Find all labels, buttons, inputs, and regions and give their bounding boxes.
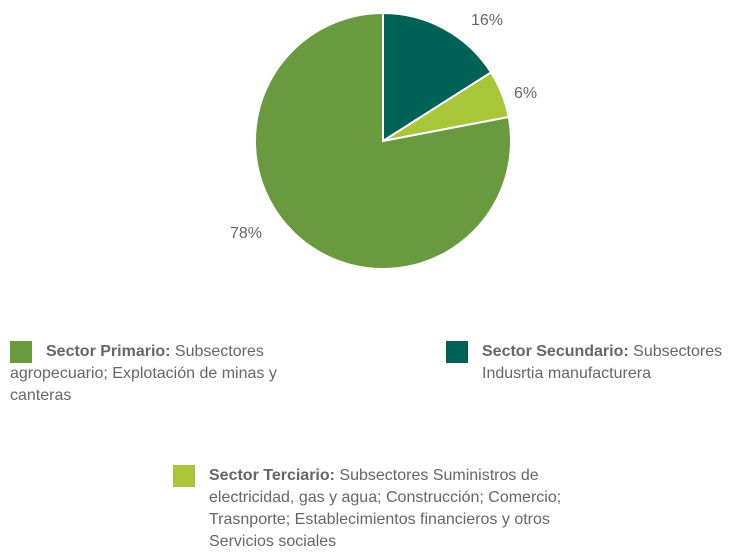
slice-label-sector-primario: 78%	[230, 225, 262, 242]
legend-swatch-sector-terciario	[173, 465, 195, 487]
legend-description-sector-terciario: Subsectores Suministros de electricidad,…	[209, 467, 562, 550]
legend-label-sector-terciario: Sector Terciario:	[209, 467, 335, 484]
legend-description-sector-secundario: Subsectores Indusrtia manufacturera	[482, 343, 723, 382]
slice-label-sector-secundario: 16%	[471, 12, 503, 29]
slice-label-sector-terciario: 6%	[514, 85, 537, 102]
legend-label-sector-primario: Sector Primario:	[46, 343, 171, 360]
pie-slice-sector-secundario	[382, 11, 493, 143]
legend-swatch-sector-primario	[10, 341, 32, 363]
pie-chart: 78% 16% 6%	[230, 11, 537, 270]
pie-slice-sector-primario	[254, 11, 512, 270]
legend-label-sector-secundario: Sector Secundario:	[482, 343, 629, 360]
legend-description-sector-primario: Subsectores agropecuario; Explotación de…	[10, 343, 277, 404]
legend-swatch-sector-secundario	[446, 341, 468, 363]
